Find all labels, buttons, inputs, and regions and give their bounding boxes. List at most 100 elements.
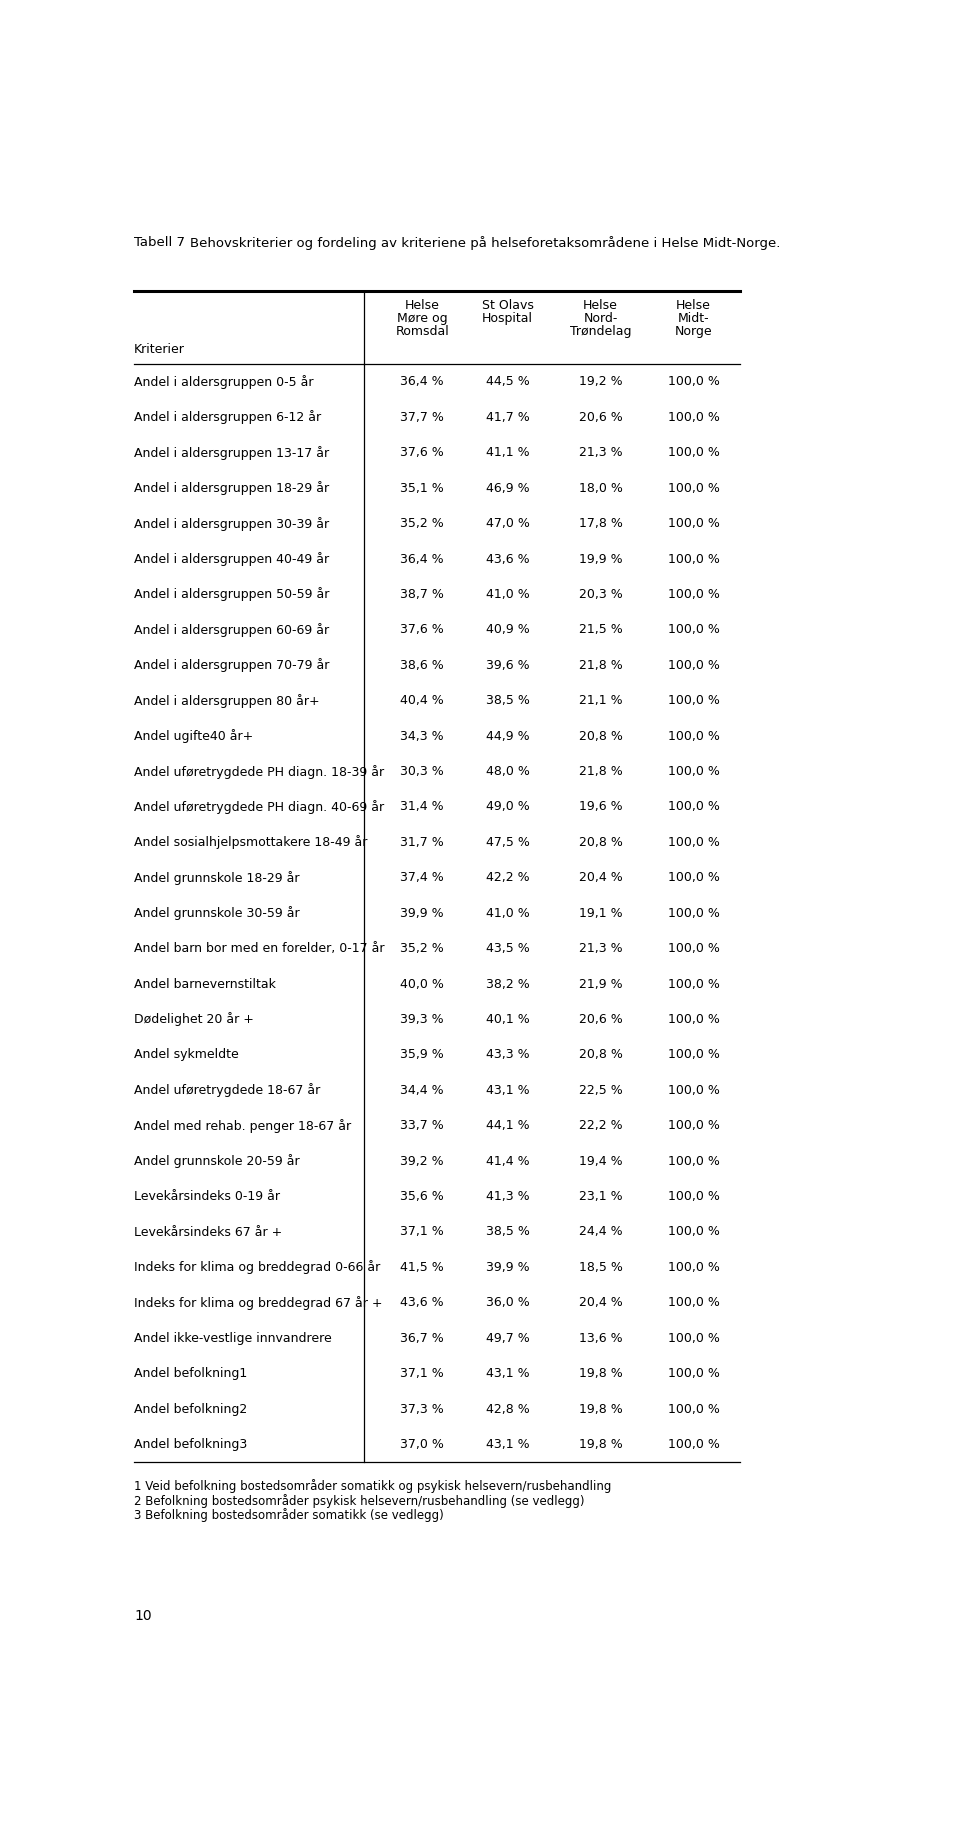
Text: 21,9 %: 21,9 % (579, 978, 622, 991)
Text: Andel sosialhjelpsmottakere 18-49 år: Andel sosialhjelpsmottakere 18-49 år (134, 835, 368, 850)
Text: 100,0 %: 100,0 % (667, 1013, 719, 1026)
Text: 39,9 %: 39,9 % (400, 907, 444, 920)
Text: Andel befolkning2: Andel befolkning2 (134, 1403, 248, 1416)
Text: 39,9 %: 39,9 % (486, 1260, 529, 1273)
Text: Andel i aldersgruppen 18-29 år: Andel i aldersgruppen 18-29 år (134, 480, 329, 495)
Text: 44,1 %: 44,1 % (486, 1120, 529, 1133)
Text: Møre og: Møre og (396, 312, 447, 325)
Text: Midt-: Midt- (678, 312, 709, 325)
Text: Andel i aldersgruppen 13-17 år: Andel i aldersgruppen 13-17 år (134, 445, 329, 460)
Text: Andel uføretrygdede 18-67 år: Andel uføretrygdede 18-67 år (134, 1083, 321, 1098)
Text: Andel i aldersgruppen 60-69 år: Andel i aldersgruppen 60-69 år (134, 623, 329, 638)
Text: Andel i aldersgruppen 6-12 år: Andel i aldersgruppen 6-12 år (134, 410, 321, 425)
Text: 100,0 %: 100,0 % (667, 410, 719, 423)
Text: 41,7 %: 41,7 % (486, 410, 529, 423)
Text: 100,0 %: 100,0 % (667, 730, 719, 743)
Text: 20,4 %: 20,4 % (579, 1295, 622, 1310)
Text: Andel uføretrygdede PH diagn. 40-69 år: Andel uføretrygdede PH diagn. 40-69 år (134, 800, 384, 813)
Text: 49,0 %: 49,0 % (486, 800, 529, 813)
Text: 35,6 %: 35,6 % (400, 1190, 444, 1203)
Text: 100,0 %: 100,0 % (667, 1048, 719, 1061)
Text: 22,2 %: 22,2 % (579, 1120, 622, 1133)
Text: Andel barnevernstiltak: Andel barnevernstiltak (134, 978, 276, 991)
Text: 38,2 %: 38,2 % (486, 978, 529, 991)
Text: 21,3 %: 21,3 % (579, 445, 622, 460)
Text: Helse: Helse (405, 299, 440, 312)
Text: 21,3 %: 21,3 % (579, 942, 622, 955)
Text: 30,3 %: 30,3 % (400, 765, 444, 778)
Text: 100,0 %: 100,0 % (667, 1368, 719, 1380)
Text: 36,0 %: 36,0 % (486, 1295, 529, 1310)
Text: 13,6 %: 13,6 % (579, 1332, 622, 1345)
Text: 35,2 %: 35,2 % (400, 942, 444, 955)
Text: 21,1 %: 21,1 % (579, 695, 622, 708)
Text: 19,8 %: 19,8 % (579, 1438, 622, 1451)
Text: 43,5 %: 43,5 % (486, 942, 529, 955)
Text: 38,5 %: 38,5 % (486, 695, 529, 708)
Text: Tabell 7: Tabell 7 (134, 235, 185, 249)
Text: 47,5 %: 47,5 % (486, 835, 529, 848)
Text: 38,5 %: 38,5 % (486, 1225, 529, 1238)
Text: Andel i aldersgruppen 70-79 år: Andel i aldersgruppen 70-79 år (134, 658, 329, 673)
Text: 20,3 %: 20,3 % (579, 588, 622, 601)
Text: Indeks for klima og breddegrad 67 år +: Indeks for klima og breddegrad 67 år + (134, 1295, 382, 1310)
Text: 43,1 %: 43,1 % (486, 1368, 529, 1380)
Text: 34,4 %: 34,4 % (400, 1083, 444, 1098)
Text: 100,0 %: 100,0 % (667, 942, 719, 955)
Text: 35,2 %: 35,2 % (400, 517, 444, 530)
Text: Andel i aldersgruppen 40-49 år: Andel i aldersgruppen 40-49 år (134, 553, 329, 565)
Text: 100,0 %: 100,0 % (667, 1120, 719, 1133)
Text: Andel i aldersgruppen 50-59 år: Andel i aldersgruppen 50-59 år (134, 588, 329, 601)
Text: Andel ugifte40 år+: Andel ugifte40 år+ (134, 730, 253, 743)
Text: Andel sykmeldte: Andel sykmeldte (134, 1048, 239, 1061)
Text: 40,4 %: 40,4 % (400, 695, 444, 708)
Text: 100,0 %: 100,0 % (667, 978, 719, 991)
Text: Andel i aldersgruppen 30-39 år: Andel i aldersgruppen 30-39 år (134, 517, 329, 530)
Text: 18,0 %: 18,0 % (579, 482, 622, 495)
Text: 39,3 %: 39,3 % (400, 1013, 444, 1026)
Text: Andel grunnskole 30-59 år: Andel grunnskole 30-59 år (134, 906, 300, 920)
Text: 20,6 %: 20,6 % (579, 1013, 622, 1026)
Text: 20,6 %: 20,6 % (579, 410, 622, 423)
Text: 3 Befolkning bostedsområder somatikk (se vedlegg): 3 Befolkning bostedsområder somatikk (se… (134, 1508, 444, 1523)
Text: Andel i aldersgruppen 80 år+: Andel i aldersgruppen 80 år+ (134, 693, 320, 708)
Text: Indeks for klima og breddegrad 0-66 år: Indeks for klima og breddegrad 0-66 år (134, 1260, 380, 1275)
Text: 43,3 %: 43,3 % (486, 1048, 529, 1061)
Text: Andel ikke-vestlige innvandrere: Andel ikke-vestlige innvandrere (134, 1332, 332, 1345)
Text: 33,7 %: 33,7 % (400, 1120, 444, 1133)
Text: 21,8 %: 21,8 % (579, 765, 622, 778)
Text: 100,0 %: 100,0 % (667, 1403, 719, 1416)
Text: 48,0 %: 48,0 % (486, 765, 529, 778)
Text: Andel grunnskole 18-29 år: Andel grunnskole 18-29 år (134, 870, 300, 885)
Text: 100,0 %: 100,0 % (667, 1225, 719, 1238)
Text: 100,0 %: 100,0 % (667, 1295, 719, 1310)
Text: 100,0 %: 100,0 % (667, 1083, 719, 1098)
Text: 47,0 %: 47,0 % (486, 517, 529, 530)
Text: Dødelighet 20 år +: Dødelighet 20 år + (134, 1013, 253, 1026)
Text: 42,2 %: 42,2 % (486, 870, 529, 885)
Text: 43,1 %: 43,1 % (486, 1438, 529, 1451)
Text: 100,0 %: 100,0 % (667, 1332, 719, 1345)
Text: 100,0 %: 100,0 % (667, 553, 719, 565)
Text: 40,0 %: 40,0 % (400, 978, 444, 991)
Text: 10: 10 (134, 1610, 152, 1623)
Text: Andel barn bor med en forelder, 0-17 år: Andel barn bor med en forelder, 0-17 år (134, 942, 384, 955)
Text: 34,3 %: 34,3 % (400, 730, 444, 743)
Text: 37,0 %: 37,0 % (400, 1438, 444, 1451)
Text: 19,8 %: 19,8 % (579, 1368, 622, 1380)
Text: Nord-: Nord- (584, 312, 617, 325)
Text: 100,0 %: 100,0 % (667, 658, 719, 673)
Text: 100,0 %: 100,0 % (667, 800, 719, 813)
Text: 100,0 %: 100,0 % (667, 482, 719, 495)
Text: 37,1 %: 37,1 % (400, 1225, 444, 1238)
Text: Romsdal: Romsdal (396, 325, 449, 338)
Text: 31,7 %: 31,7 % (400, 835, 444, 848)
Text: Andel i aldersgruppen 0-5 år: Andel i aldersgruppen 0-5 år (134, 375, 314, 388)
Text: 35,9 %: 35,9 % (400, 1048, 444, 1061)
Text: 35,1 %: 35,1 % (400, 482, 444, 495)
Text: Andel befolkning3: Andel befolkning3 (134, 1438, 248, 1451)
Text: 100,0 %: 100,0 % (667, 907, 719, 920)
Text: 31,4 %: 31,4 % (400, 800, 444, 813)
Text: Andel med rehab. penger 18-67 år: Andel med rehab. penger 18-67 år (134, 1118, 351, 1133)
Text: 24,4 %: 24,4 % (579, 1225, 622, 1238)
